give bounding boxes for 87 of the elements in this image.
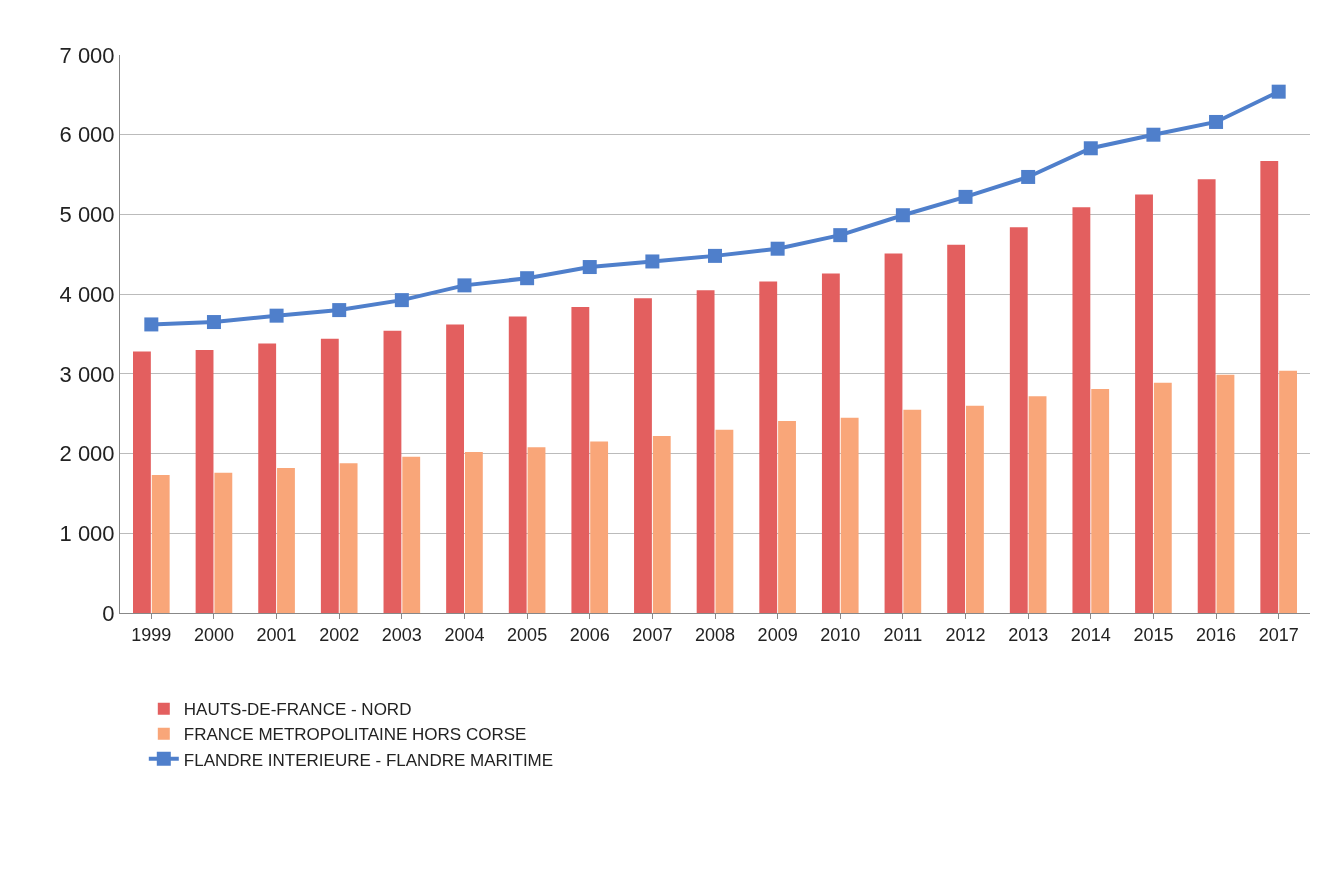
x-tick-label: 2007 [632, 624, 673, 645]
bar [214, 472, 233, 613]
bar [1216, 374, 1235, 613]
point [1083, 141, 1098, 156]
point [144, 317, 159, 332]
x-tick-label: 2012 [945, 624, 986, 645]
y-tick-label: 2 000 [59, 441, 115, 467]
bar [339, 463, 358, 613]
bar [383, 330, 402, 613]
legend-label: FRANCE METROPOLITAINE HORS CORSE [183, 725, 527, 745]
bar [590, 441, 609, 613]
point [833, 228, 848, 243]
y-tick-label: 3 000 [59, 361, 115, 387]
bar [759, 281, 778, 613]
bar [527, 447, 546, 613]
bar [1279, 370, 1297, 613]
bar [778, 420, 796, 613]
point [708, 248, 722, 263]
bar [277, 467, 295, 613]
x-tick-label: 2011 [883, 624, 923, 645]
point [958, 189, 973, 204]
bar [715, 429, 734, 613]
point [582, 260, 597, 275]
bar [966, 405, 984, 613]
x-tick-label: 2002 [319, 624, 360, 645]
point [770, 241, 785, 256]
point [457, 278, 472, 293]
x-tick-label: 2017 [1258, 624, 1299, 645]
bar [1153, 382, 1172, 613]
point [1021, 169, 1036, 184]
point [1146, 127, 1161, 142]
y-tick-label: 6 000 [59, 122, 115, 148]
bar [840, 417, 859, 613]
bar [464, 451, 483, 613]
bar [1260, 161, 1279, 613]
bar [652, 436, 671, 613]
bar [884, 253, 903, 613]
bar [1091, 389, 1110, 613]
bar [446, 324, 464, 613]
x-tick-label: 2013 [1008, 624, 1049, 645]
bar [696, 290, 715, 613]
y-tick-label: 4 000 [59, 281, 115, 307]
y-tick-label: 1 000 [59, 520, 115, 546]
x-tick-label: 2014 [1070, 624, 1111, 645]
point [1271, 84, 1286, 99]
x-tick-label: 2006 [569, 624, 610, 645]
legend-label: HAUTS-DE-FRANCE - NORD [183, 700, 412, 720]
x-tick-label: 2005 [507, 624, 548, 645]
bar [1028, 396, 1047, 613]
point [645, 254, 660, 269]
x-tick-label: 2004 [444, 624, 485, 645]
bar [133, 351, 151, 613]
x-tick-label: 2016 [1196, 624, 1237, 645]
point [895, 208, 910, 223]
x-tick-label: 2000 [193, 624, 234, 645]
bar [402, 456, 421, 613]
bar [571, 306, 590, 613]
y-tick-label: 5 000 [59, 202, 115, 228]
bar [1197, 179, 1216, 613]
point [520, 271, 535, 286]
legend-label: FLANDRE INTERIEURE - FLANDRE MARITIME [183, 750, 554, 770]
bar [947, 244, 966, 613]
x-tick-label: 2008 [694, 624, 736, 645]
x-tick-label: 2010 [820, 624, 861, 645]
bar [903, 409, 922, 613]
bar [151, 475, 170, 613]
point [206, 315, 221, 330]
bar [821, 273, 840, 613]
x-tick-label: 1999 [131, 624, 172, 645]
bar [258, 343, 277, 613]
bar [1072, 207, 1091, 613]
bar [320, 338, 339, 613]
bar [1009, 227, 1028, 613]
point [1209, 114, 1224, 129]
x-tick-label: 2009 [757, 624, 798, 645]
y-tick-label: 0 [102, 600, 115, 626]
point [394, 293, 409, 308]
y-tick-label: 7 000 [59, 42, 115, 68]
bar [1135, 194, 1153, 613]
x-tick-label: 2001 [256, 624, 297, 645]
point [269, 308, 284, 323]
bar [634, 298, 652, 613]
bar [195, 349, 214, 613]
x-tick-label: 2003 [381, 624, 422, 645]
point [332, 303, 347, 318]
x-tick-label: 2015 [1133, 624, 1174, 645]
bar [508, 316, 527, 613]
